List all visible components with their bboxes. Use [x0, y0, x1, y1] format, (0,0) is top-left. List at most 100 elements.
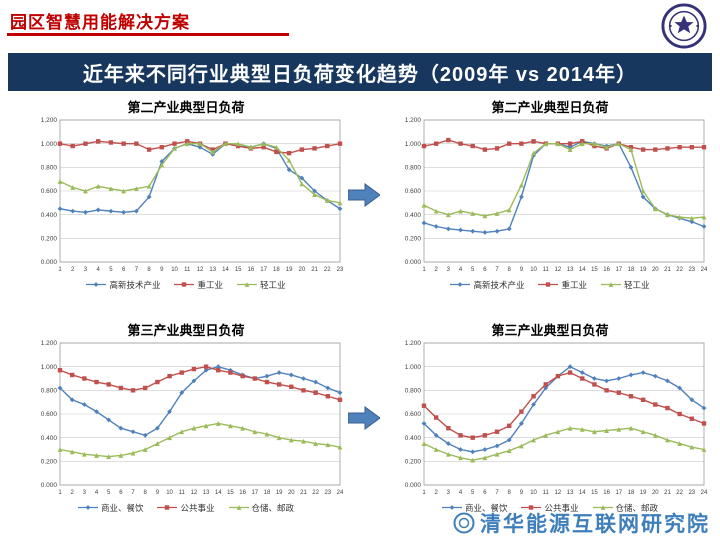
svg-text:0.800: 0.800	[41, 388, 58, 395]
svg-text:22: 22	[676, 267, 683, 273]
slide-title: 近年来不同行业典型日负荷变化趋势（2009年 vs 2014年）	[82, 63, 638, 86]
svg-text:7: 7	[131, 490, 135, 496]
chart-legend: 商业、餐饮 公共事业 仓储、邮政	[388, 501, 712, 514]
svg-text:23: 23	[337, 267, 344, 273]
chart-title: 第二产业典型日负荷	[127, 100, 245, 115]
svg-text:0.000: 0.000	[41, 259, 58, 266]
legend-item: 轻工业	[237, 279, 286, 291]
legend-marker-icon	[521, 505, 542, 510]
svg-text:7: 7	[135, 267, 139, 273]
svg-text:17: 17	[615, 490, 622, 496]
svg-text:19: 19	[276, 490, 283, 496]
watermark-text: 清华能源互联网研究院	[480, 513, 710, 536]
svg-text:2: 2	[71, 267, 75, 273]
svg-text:9: 9	[520, 490, 524, 496]
legend-label: 商业、餐饮	[100, 502, 144, 513]
legend-label: 轻工业	[260, 279, 286, 290]
svg-text:1.200: 1.200	[405, 340, 422, 347]
header-title: 园区智慧用能解决方案	[10, 13, 190, 32]
legend-label: 仓储、邮政	[615, 502, 659, 513]
svg-text:19: 19	[640, 267, 647, 273]
legend-label: 高新技术产业	[473, 279, 525, 290]
svg-text:6: 6	[483, 267, 487, 273]
svg-text:13: 13	[567, 490, 574, 496]
svg-text:15: 15	[591, 267, 598, 273]
legend-marker-icon	[174, 282, 195, 287]
svg-text:0.400: 0.400	[405, 212, 422, 219]
svg-text:6: 6	[119, 490, 123, 496]
legend-label: 重工业	[197, 279, 223, 290]
svg-text:11: 11	[184, 267, 191, 273]
slide-title-banner: 近年来不同行业典型日负荷变化趋势（2009年 vs 2014年）	[8, 53, 712, 91]
svg-text:18: 18	[273, 267, 280, 273]
svg-text:14: 14	[579, 267, 586, 273]
svg-text:3: 3	[447, 490, 451, 496]
chart-secondary-industry-2009: 第二产业典型日负荷 1.200 1.000 0.800 0.600 0.400 0.200…	[24, 97, 348, 291]
svg-text:16: 16	[603, 267, 610, 273]
svg-text:15: 15	[235, 267, 242, 273]
tsinghua-logo-icon	[661, 3, 707, 49]
svg-text:22: 22	[324, 267, 331, 273]
header-underline	[7, 33, 289, 36]
svg-text:14: 14	[579, 490, 586, 496]
svg-text:13: 13	[567, 267, 574, 273]
svg-text:0.000: 0.000	[405, 259, 422, 266]
legend-marker-icon	[228, 505, 249, 510]
svg-text:0.000: 0.000	[41, 482, 58, 489]
svg-text:20: 20	[298, 267, 305, 273]
svg-text:1.200: 1.200	[41, 340, 58, 347]
svg-text:16: 16	[603, 490, 610, 496]
svg-text:15: 15	[227, 490, 234, 496]
svg-text:23: 23	[688, 267, 695, 273]
chart-title: 第二产业典型日负荷	[491, 100, 609, 115]
legend-item: 重工业	[538, 279, 587, 291]
svg-text:6: 6	[122, 267, 126, 273]
svg-text:16: 16	[239, 490, 246, 496]
legend-marker-icon	[450, 282, 471, 287]
svg-text:0.600: 0.600	[41, 188, 58, 195]
svg-text:19: 19	[286, 267, 293, 273]
chart-secondary-industry-2014: 第二产业典型日负荷 1.200 1.000 0.800 0.600 0.400 0.200…	[388, 97, 712, 291]
svg-text:12: 12	[191, 490, 198, 496]
chart-title: 第三产业典型日负荷	[127, 323, 245, 338]
arrow-right-icon	[348, 183, 380, 207]
arrow-right-icon	[348, 406, 380, 430]
legend-label: 公共事业	[180, 502, 215, 513]
svg-text:1.000: 1.000	[405, 141, 422, 148]
svg-text:0.200: 0.200	[41, 459, 58, 466]
svg-text:6: 6	[483, 490, 487, 496]
svg-text:0.600: 0.600	[405, 411, 422, 418]
svg-text:21: 21	[664, 267, 671, 273]
svg-text:0.400: 0.400	[41, 435, 58, 442]
svg-text:9: 9	[156, 490, 160, 496]
svg-text:5: 5	[471, 490, 475, 496]
svg-text:0.400: 0.400	[41, 212, 58, 219]
svg-text:22: 22	[676, 490, 683, 496]
svg-text:0.400: 0.400	[405, 435, 422, 442]
svg-text:11: 11	[179, 490, 186, 496]
legend-item: 高新技术产业	[450, 279, 524, 291]
svg-text:0.800: 0.800	[405, 165, 422, 172]
svg-text:8: 8	[144, 490, 148, 496]
svg-text:7: 7	[495, 267, 499, 273]
svg-text:19: 19	[640, 490, 647, 496]
svg-text:0.000: 0.000	[405, 482, 422, 489]
svg-text:4: 4	[459, 267, 463, 273]
legend-marker-icon	[592, 505, 613, 510]
svg-text:1.200: 1.200	[41, 117, 58, 124]
legend-label: 公共事业	[544, 502, 579, 513]
svg-text:11: 11	[543, 267, 550, 273]
svg-text:1: 1	[422, 490, 426, 496]
svg-text:10: 10	[530, 267, 537, 273]
svg-text:20: 20	[652, 490, 659, 496]
svg-text:0.600: 0.600	[41, 411, 58, 418]
svg-text:20: 20	[288, 490, 295, 496]
svg-text:10: 10	[171, 267, 178, 273]
svg-text:9: 9	[520, 267, 524, 273]
svg-text:14: 14	[222, 267, 229, 273]
svg-text:23: 23	[324, 490, 331, 496]
legend-marker-icon	[601, 282, 621, 287]
